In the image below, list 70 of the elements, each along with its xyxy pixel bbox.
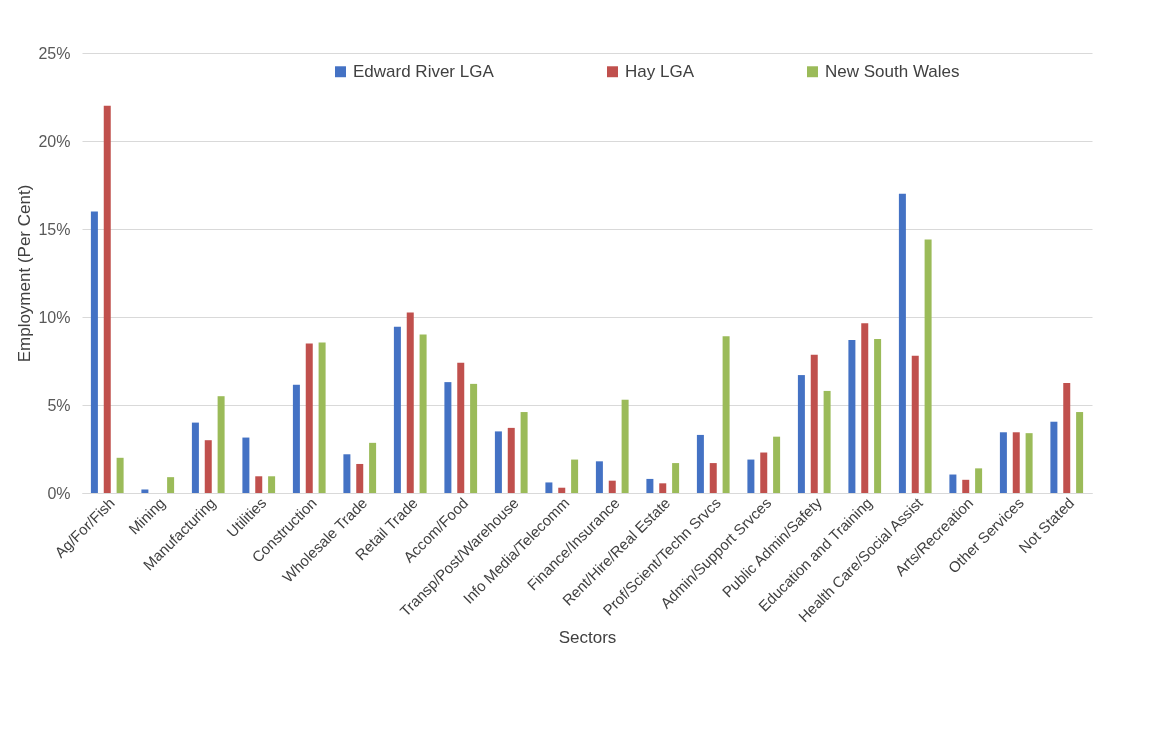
legend-label: Edward River LGA bbox=[353, 61, 495, 81]
legend-label: Hay LGA bbox=[625, 61, 695, 81]
legend-label: New South Wales bbox=[825, 61, 960, 81]
bar bbox=[167, 477, 175, 493]
bar bbox=[760, 452, 768, 493]
bar bbox=[268, 476, 276, 493]
bar bbox=[457, 362, 465, 493]
bar bbox=[747, 459, 755, 493]
bar bbox=[204, 440, 212, 493]
bar bbox=[608, 480, 616, 493]
y-tick-label: 10% bbox=[38, 308, 71, 326]
bar bbox=[419, 334, 427, 493]
bar bbox=[292, 384, 300, 493]
bar bbox=[975, 468, 983, 493]
bar bbox=[595, 461, 603, 493]
bar bbox=[305, 343, 313, 493]
bar bbox=[672, 463, 680, 493]
x-axis-title: Sectors bbox=[558, 627, 617, 647]
bar bbox=[545, 482, 553, 493]
bar bbox=[318, 342, 326, 493]
bar bbox=[621, 399, 629, 493]
bar bbox=[116, 457, 124, 493]
bar bbox=[646, 478, 654, 493]
y-tick-label: 0% bbox=[47, 484, 71, 502]
bar bbox=[393, 326, 401, 493]
bar bbox=[470, 383, 478, 493]
bar bbox=[571, 459, 579, 493]
bar bbox=[810, 354, 818, 493]
bar bbox=[911, 355, 919, 493]
bar bbox=[507, 427, 515, 493]
bar bbox=[343, 454, 351, 493]
bar bbox=[773, 436, 781, 493]
bar bbox=[696, 434, 704, 493]
bar bbox=[797, 375, 805, 493]
y-tick-label: 5% bbox=[47, 396, 71, 414]
bar bbox=[709, 463, 717, 493]
bar bbox=[103, 105, 111, 493]
bar bbox=[356, 463, 364, 493]
bar bbox=[494, 431, 502, 493]
bar bbox=[191, 422, 199, 493]
bar bbox=[1076, 412, 1084, 493]
bar bbox=[141, 489, 149, 493]
bar bbox=[962, 479, 970, 493]
bar bbox=[999, 432, 1007, 493]
bar bbox=[823, 390, 831, 493]
bar bbox=[861, 323, 869, 493]
y-tick-label: 25% bbox=[38, 44, 71, 62]
bar bbox=[874, 339, 882, 493]
bar bbox=[217, 396, 225, 493]
bar bbox=[949, 474, 957, 493]
bar bbox=[90, 211, 98, 493]
bar bbox=[558, 487, 566, 493]
bar bbox=[924, 239, 932, 493]
bar bbox=[848, 339, 856, 493]
bar bbox=[1050, 421, 1058, 493]
y-tick-label: 20% bbox=[38, 132, 71, 150]
bar bbox=[722, 336, 730, 493]
bar bbox=[898, 193, 906, 493]
bar bbox=[520, 412, 528, 493]
bar bbox=[444, 382, 452, 493]
bar bbox=[1012, 432, 1020, 493]
bar bbox=[242, 437, 250, 493]
y-tick-label: 15% bbox=[38, 220, 71, 238]
bar bbox=[369, 442, 377, 493]
bar bbox=[659, 483, 667, 493]
y-axis-title: Employment (Per Cent) bbox=[15, 184, 35, 363]
bar bbox=[1025, 433, 1033, 493]
bar bbox=[406, 312, 414, 493]
bar bbox=[1063, 383, 1071, 493]
bar bbox=[255, 476, 263, 493]
